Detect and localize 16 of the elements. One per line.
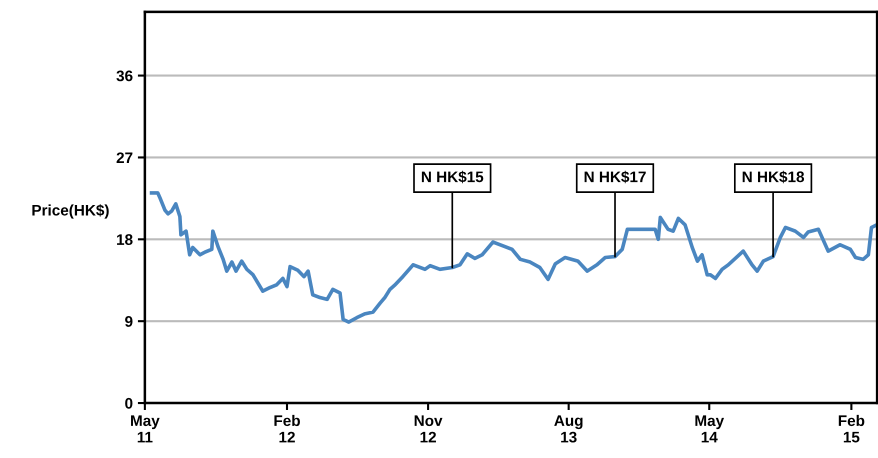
x-tick-label: Feb 12 <box>274 414 300 442</box>
x-tick-label: Aug 13 <box>554 415 582 443</box>
y-tick-label: 9 <box>125 316 132 327</box>
y-tick-label: 0 <box>125 398 132 409</box>
y-axis-title: Price(HK$) <box>32 204 109 219</box>
y-tick-label: 18 <box>117 234 133 245</box>
x-tick-label: May 11 <box>131 415 160 442</box>
annotation: N HK$15 <box>422 170 484 184</box>
annotation: N HK$17 <box>584 170 646 184</box>
annotation: N HK$18 <box>742 170 804 184</box>
x-tick-label: May 14 <box>695 415 724 442</box>
line-series <box>150 191 877 324</box>
x-tick-label: Nov 12 <box>414 415 442 442</box>
y-tick-label: 36 <box>116 70 133 82</box>
x-tick-label: Feb 15 <box>838 414 864 443</box>
y-tick-label: 27 <box>116 152 132 163</box>
